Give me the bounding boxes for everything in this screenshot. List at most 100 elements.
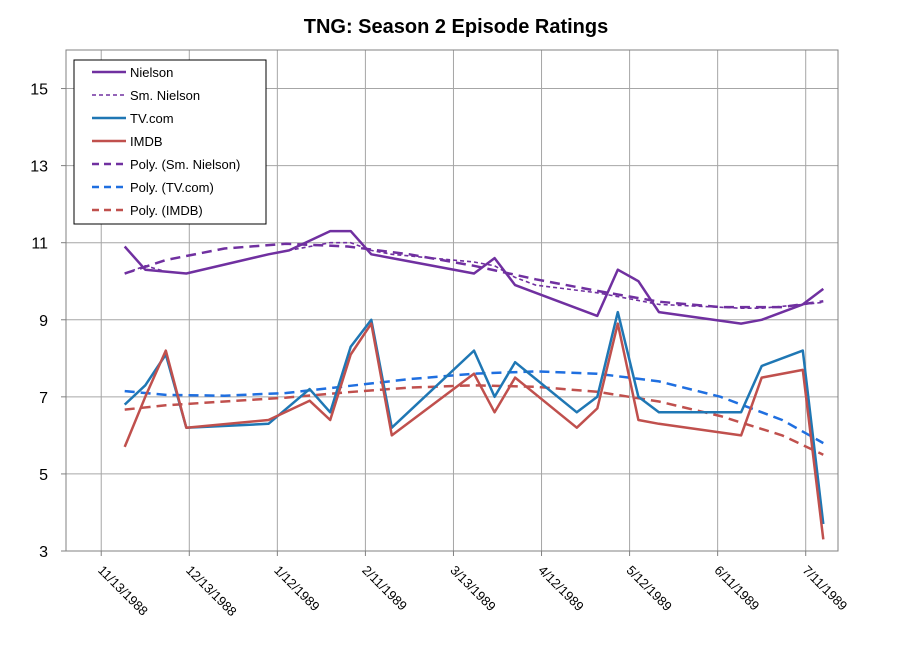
data-point-imdb — [617, 322, 619, 324]
y-tick-label: 7 — [39, 390, 48, 407]
series-line-tv-com — [123, 310, 825, 525]
data-point-nielson — [370, 253, 372, 255]
legend-label: TV.com — [130, 111, 174, 126]
data-point-tv-com — [658, 411, 660, 413]
data-point-poly-sm-nielson — [285, 243, 287, 245]
data-point-poly-tv-com — [408, 378, 410, 380]
data-point-imdb — [185, 426, 187, 428]
data-point-sm-nielson — [617, 295, 619, 297]
data-point-nielson — [740, 322, 742, 324]
data-point-tv-com — [493, 396, 495, 398]
data-point-imdb — [391, 434, 393, 436]
data-point-poly-imdb — [408, 386, 410, 388]
series-line-poly-sm-nielson — [124, 242, 824, 309]
data-point-poly-sm-nielson — [473, 265, 475, 267]
data-point-sm-nielson — [391, 253, 393, 255]
data-point-tv-com — [802, 349, 804, 351]
data-point-imdb — [165, 349, 167, 351]
data-point-sm-nielson — [370, 249, 372, 251]
data-point-nielson — [185, 272, 187, 274]
data-point-poly-imdb — [165, 404, 167, 406]
data-point-nielson — [165, 270, 167, 272]
data-point-nielson — [802, 303, 804, 305]
data-point-tv-com — [267, 423, 269, 425]
data-point-nielson — [514, 284, 516, 286]
data-point-poly-imdb — [658, 400, 660, 402]
data-point-imdb — [760, 376, 762, 378]
data-point-tv-com — [740, 411, 742, 413]
data-point-sm-nielson — [596, 292, 598, 294]
data-point-poly-sm-nielson — [534, 278, 536, 280]
data-point-tv-com — [350, 346, 352, 348]
data-point-tv-com — [370, 319, 372, 321]
data-point-tv-com — [576, 411, 578, 413]
data-point-poly-tv-com — [223, 394, 225, 396]
data-point-imdb — [658, 423, 660, 425]
data-point-nielson — [596, 315, 598, 317]
data-point-poly-imdb — [473, 384, 475, 386]
data-point-poly-imdb — [534, 386, 536, 388]
data-point-sm-nielson — [637, 299, 639, 301]
legend-label: Poly. (IMDB) — [130, 203, 203, 218]
data-point-poly-tv-com — [534, 370, 536, 372]
legend-label: Poly. (TV.com) — [130, 180, 214, 195]
data-point-poly-tv-com — [285, 392, 287, 394]
data-point-poly-tv-com — [781, 419, 783, 421]
data-point-tv-com — [760, 365, 762, 367]
data-point-tv-com — [124, 403, 126, 405]
series-lines — [123, 229, 825, 540]
data-point-tv-com — [514, 361, 516, 363]
data-point-imdb — [822, 538, 824, 540]
data-point-poly-imdb — [719, 415, 721, 417]
data-point-poly-imdb — [822, 453, 824, 455]
data-point-imdb — [329, 419, 331, 421]
data-point-poly-imdb — [285, 396, 287, 398]
data-point-poly-tv-com — [347, 385, 349, 387]
data-point-nielson — [473, 272, 475, 274]
data-point-poly-imdb — [223, 400, 225, 402]
data-point-sm-nielson — [144, 265, 146, 267]
data-point-nielson — [144, 268, 146, 270]
data-point-imdb — [802, 369, 804, 371]
data-point-poly-sm-nielson — [347, 245, 349, 247]
data-point-sm-nielson — [534, 284, 536, 286]
data-point-poly-tv-com — [596, 373, 598, 375]
data-point-nielson — [534, 292, 536, 294]
data-point-imdb — [473, 373, 475, 375]
data-point-poly-sm-nielson — [223, 247, 225, 249]
data-point-poly-sm-nielson — [165, 259, 167, 261]
y-tick-label: 15 — [30, 82, 48, 99]
series-line-imdb — [123, 322, 825, 540]
data-point-poly-tv-com — [165, 394, 167, 396]
data-point-imdb — [514, 376, 516, 378]
y-tick-label: 13 — [30, 159, 48, 176]
data-point-nielson — [658, 311, 660, 313]
data-point-sm-nielson — [514, 276, 516, 278]
data-point-poly-sm-nielson — [408, 253, 410, 255]
data-point-poly-tv-com — [124, 390, 126, 392]
data-point-tv-com — [144, 384, 146, 386]
y-tick-label: 9 — [39, 313, 48, 330]
data-point-sm-nielson — [493, 265, 495, 267]
data-point-sm-nielson — [124, 272, 126, 274]
series-line-poly-imdb — [124, 384, 824, 456]
data-point-nielson — [493, 257, 495, 259]
data-point-imdb — [308, 400, 310, 402]
data-point-nielson — [288, 249, 290, 251]
data-point-poly-tv-com — [658, 380, 660, 382]
series-line-poly-tv-com — [124, 370, 824, 445]
y-tick-label: 11 — [31, 236, 48, 253]
chart-title: TNG: Season 2 Episode Ratings — [304, 16, 609, 38]
data-point-poly-sm-nielson — [658, 300, 660, 302]
legend-label: Sm. Nielson — [130, 88, 200, 103]
legend-label: Nielson — [130, 65, 173, 80]
data-point-imdb — [576, 426, 578, 428]
data-point-poly-tv-com — [822, 442, 824, 444]
legend-label: Poly. (Sm. Nielson) — [130, 157, 240, 172]
data-point-nielson — [760, 319, 762, 321]
legend: Nielson Sm. Nielson TV.com IMDB Poly. (Sm. N… — [73, 59, 267, 225]
data-point-nielson — [391, 257, 393, 259]
plot-area-border — [65, 49, 839, 552]
